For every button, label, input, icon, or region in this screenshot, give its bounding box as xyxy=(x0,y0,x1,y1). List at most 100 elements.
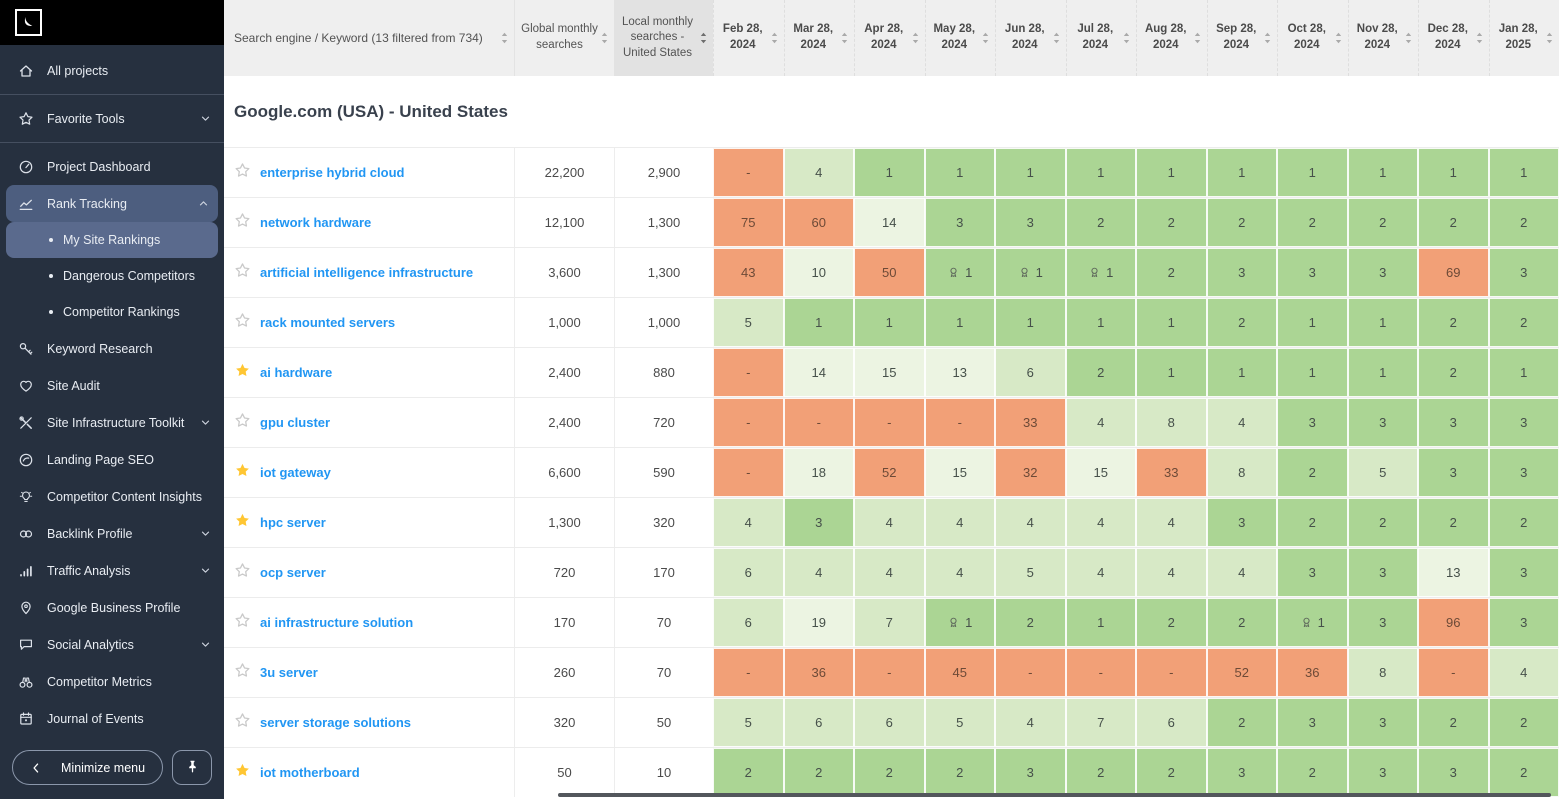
rank-cell[interactable]: 3 xyxy=(1418,748,1489,797)
rank-cell[interactable]: 6 xyxy=(783,698,854,747)
keyword-link[interactable]: hpc server xyxy=(260,515,326,530)
column-header-global-volume[interactable]: Global monthly searches xyxy=(514,0,614,76)
rank-cell[interactable]: 2 xyxy=(1418,298,1489,347)
rank-cell[interactable]: 96 xyxy=(1418,598,1489,647)
rank-cell[interactable]: 8 xyxy=(1206,448,1277,497)
rank-cell[interactable]: 52 xyxy=(1206,648,1277,697)
sidebar-item-journal-of-events[interactable]: Journal of Events xyxy=(0,700,224,737)
rank-cell[interactable]: 4 xyxy=(1206,398,1277,447)
rank-cell[interactable]: 2 xyxy=(1277,748,1348,797)
rank-cell[interactable]: 3 xyxy=(1347,248,1418,297)
rank-cell[interactable]: 3 xyxy=(783,498,854,547)
rank-cell[interactable]: 3 xyxy=(1347,398,1418,447)
rank-cell[interactable]: 13 xyxy=(924,348,995,397)
rank-cell[interactable]: 3 xyxy=(1347,548,1418,597)
rank-cell[interactable]: 1 xyxy=(1065,248,1136,297)
sort-icon[interactable] xyxy=(600,32,609,45)
rank-cell[interactable]: 4 xyxy=(854,548,925,597)
rank-cell[interactable]: 2 xyxy=(854,748,925,797)
rank-cell[interactable]: 3 xyxy=(1418,448,1489,497)
sidebar-item-keyword-research[interactable]: Keyword Research xyxy=(0,330,224,367)
rank-cell[interactable]: 4 xyxy=(783,548,854,597)
rank-cell[interactable]: 1 xyxy=(1065,298,1136,347)
rank-cell[interactable]: 3 xyxy=(1277,248,1348,297)
rank-cell[interactable]: 5 xyxy=(713,698,784,747)
rank-cell[interactable]: 1 xyxy=(995,148,1066,197)
rank-cell[interactable]: - xyxy=(713,648,784,697)
rank-cell[interactable]: 15 xyxy=(854,348,925,397)
rank-cell[interactable]: 2 xyxy=(1418,698,1489,747)
rank-cell[interactable]: 6 xyxy=(713,548,784,597)
sidebar-subitem-my-site-rankings[interactable]: My Site Rankings xyxy=(6,222,218,258)
rank-cell[interactable]: 2 xyxy=(1206,598,1277,647)
rank-cell[interactable]: 2 xyxy=(1206,198,1277,247)
rank-cell[interactable]: - xyxy=(1136,648,1207,697)
rank-cell[interactable]: 4 xyxy=(924,548,995,597)
column-header-date[interactable]: Jun 28, 2024 xyxy=(995,0,1066,76)
keyword-link[interactable]: 3u server xyxy=(260,665,318,680)
rank-cell[interactable]: 7 xyxy=(854,598,925,647)
rank-cell[interactable]: 1 xyxy=(924,598,995,647)
rank-cell[interactable]: 60 xyxy=(783,198,854,247)
keyword-link[interactable]: iot gateway xyxy=(260,465,331,480)
rank-cell[interactable]: 7 xyxy=(1065,698,1136,747)
rank-cell[interactable]: 1 xyxy=(1136,148,1207,197)
favorite-star-icon[interactable] xyxy=(224,748,260,797)
sort-icon[interactable] xyxy=(1052,32,1061,45)
rank-cell[interactable]: 43 xyxy=(713,248,784,297)
rank-cell[interactable]: 2 xyxy=(1277,448,1348,497)
rank-cell[interactable]: 1 xyxy=(1488,148,1559,197)
rank-cell[interactable]: 3 xyxy=(995,748,1066,797)
sidebar-item-project-dashboard[interactable]: Project Dashboard xyxy=(0,148,224,185)
rank-cell[interactable]: 2 xyxy=(1488,198,1559,247)
rank-cell[interactable]: 36 xyxy=(1277,648,1348,697)
sort-icon[interactable] xyxy=(1334,32,1343,45)
rank-cell[interactable]: 1 xyxy=(1418,148,1489,197)
column-header-date[interactable]: Apr 28, 2024 xyxy=(854,0,925,76)
rank-cell[interactable]: - xyxy=(995,648,1066,697)
rank-cell[interactable]: - xyxy=(713,398,784,447)
rank-cell[interactable]: 1 xyxy=(854,148,925,197)
sort-icon[interactable] xyxy=(1193,32,1202,45)
rank-cell[interactable]: 2 xyxy=(1136,598,1207,647)
rank-cell[interactable]: 19 xyxy=(783,598,854,647)
horizontal-scrollbar[interactable] xyxy=(558,793,1551,797)
rank-cell[interactable]: 3 xyxy=(1206,498,1277,547)
rank-cell[interactable]: 2 xyxy=(1136,748,1207,797)
rank-cell[interactable]: 3 xyxy=(995,198,1066,247)
column-header-date[interactable]: Jul 28, 2024 xyxy=(1065,0,1137,76)
rank-cell[interactable]: 32 xyxy=(995,448,1066,497)
sidebar-subitem-competitor-rankings[interactable]: Competitor Rankings xyxy=(0,294,224,330)
rank-cell[interactable]: 2 xyxy=(1488,498,1559,547)
keyword-link[interactable]: ocp server xyxy=(260,565,326,580)
rank-cell[interactable]: 1 xyxy=(924,248,995,297)
rank-cell[interactable]: - xyxy=(1418,648,1489,697)
rank-cell[interactable]: 4 xyxy=(713,498,784,547)
rank-cell[interactable]: 14 xyxy=(783,348,854,397)
rank-cell[interactable]: 1 xyxy=(1206,348,1277,397)
rank-cell[interactable]: 3 xyxy=(1347,598,1418,647)
app-logo-icon[interactable] xyxy=(15,9,42,36)
rank-cell[interactable]: - xyxy=(783,398,854,447)
column-header-date[interactable]: May 28, 2024 xyxy=(924,0,996,76)
rank-cell[interactable]: 4 xyxy=(1136,548,1207,597)
rank-cell[interactable]: 2 xyxy=(1277,198,1348,247)
rank-cell[interactable]: 1 xyxy=(1277,348,1348,397)
rank-cell[interactable]: 3 xyxy=(1347,698,1418,747)
keyword-link[interactable]: artificial intelligence infrastructure xyxy=(260,265,474,280)
rank-cell[interactable]: 1 xyxy=(924,298,995,347)
sidebar-item-site-infrastructure-toolkit[interactable]: Site Infrastructure Toolkit xyxy=(0,404,224,441)
rank-cell[interactable]: 2 xyxy=(1065,748,1136,797)
minimize-menu-button[interactable]: Minimize menu xyxy=(12,750,163,785)
favorite-star-icon[interactable] xyxy=(224,498,260,547)
keyword-link[interactable]: network hardware xyxy=(260,215,372,230)
rank-cell[interactable]: 3 xyxy=(1488,548,1559,597)
rank-cell[interactable]: 33 xyxy=(995,398,1066,447)
column-header-date[interactable]: Feb 28, 2024 xyxy=(713,0,784,76)
rank-cell[interactable]: 2 xyxy=(924,748,995,797)
rank-cell[interactable]: 1 xyxy=(1347,148,1418,197)
favorite-star-icon[interactable] xyxy=(224,398,260,447)
rank-cell[interactable]: 14 xyxy=(854,198,925,247)
rank-cell[interactable]: - xyxy=(713,448,784,497)
rank-cell[interactable]: 4 xyxy=(924,498,995,547)
